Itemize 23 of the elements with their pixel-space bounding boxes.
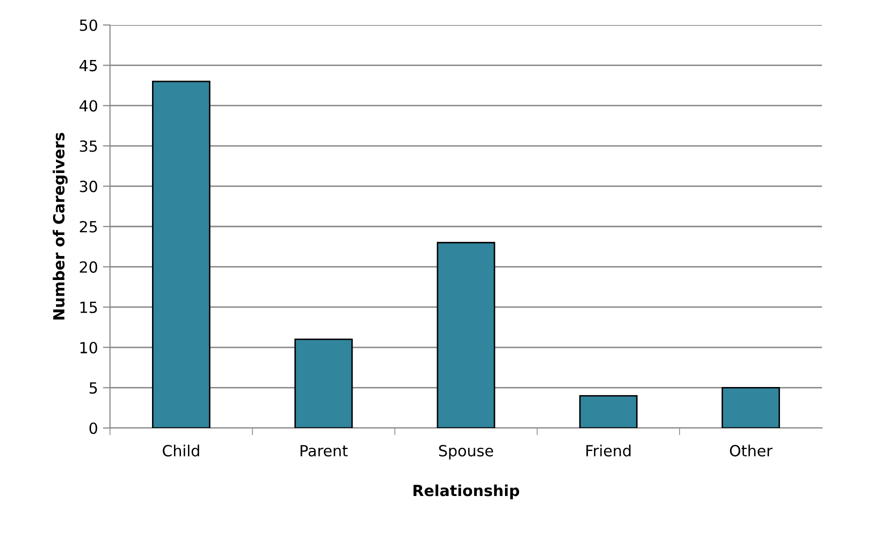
bar	[436, 242, 496, 428]
y-tick-label: 0	[89, 422, 98, 434]
y-tick-label: 50	[80, 19, 98, 32]
y-tick-label: 20	[80, 261, 98, 273]
y-tick-label: 45	[80, 60, 97, 72]
y-tick-label: 15	[80, 302, 97, 314]
bar	[294, 338, 353, 428]
x-tick-label: Spouse	[439, 444, 494, 460]
bar	[579, 395, 638, 428]
x-tick-label: Child	[162, 444, 200, 456]
x-tick-label: Other	[730, 444, 772, 456]
x-tick-label: Friend	[586, 444, 631, 456]
y-tick-label: 10	[80, 342, 98, 354]
bar	[152, 80, 210, 428]
y-tick-label: 5	[90, 382, 97, 394]
y-tick-label: 25	[80, 220, 97, 233]
y-tick-label: 35	[80, 140, 97, 152]
x-axis-title: Relationship	[414, 484, 520, 500]
y-tick-label: 40	[80, 100, 98, 112]
bar	[722, 387, 780, 428]
x-tick-label: Parent	[300, 445, 348, 456]
y-axis-title: Number of Caregivers	[52, 132, 68, 320]
y-tick-label: 30	[80, 180, 98, 192]
